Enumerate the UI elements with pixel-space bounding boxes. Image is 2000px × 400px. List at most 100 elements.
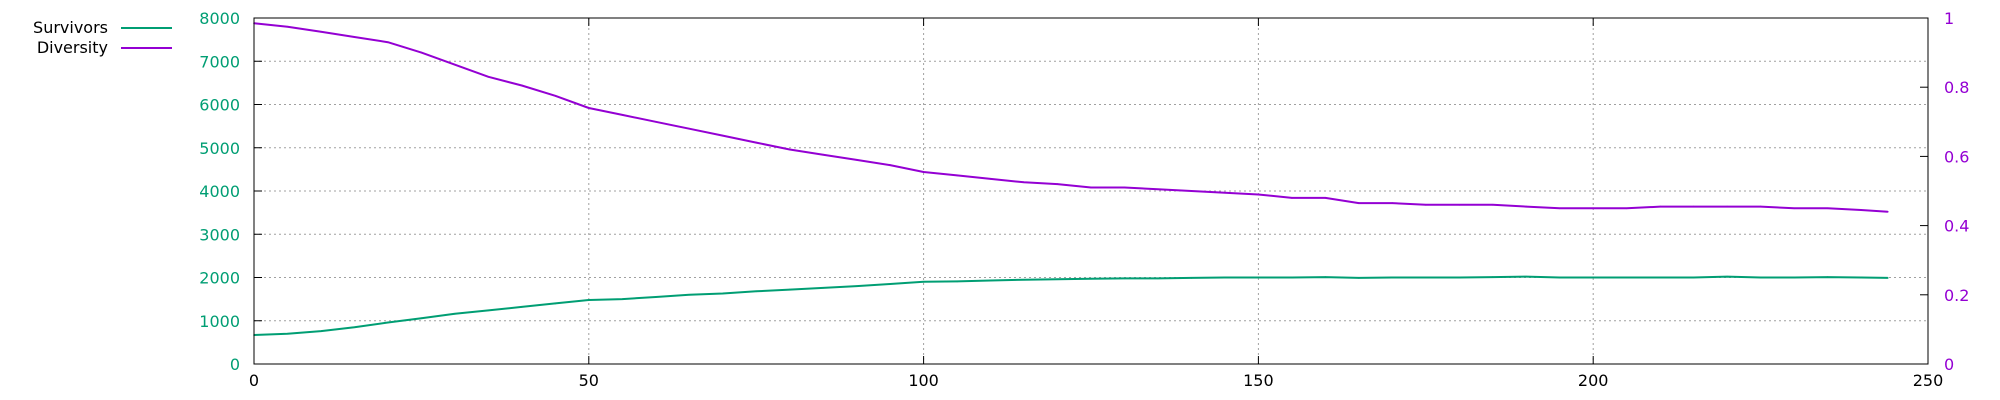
survivors-data-point [855, 285, 858, 287]
survivors-data-point [922, 281, 925, 283]
diversity-data-point [554, 95, 557, 97]
survivors-data-point [654, 296, 657, 298]
survivors-data-point [1358, 277, 1360, 279]
diversity-data-point [788, 148, 791, 151]
diversity-data-point [1558, 207, 1561, 210]
y-right-tick-label: 0.2 [1944, 286, 1969, 305]
survivors-data-point [1887, 277, 1889, 279]
survivors-data-point [1257, 276, 1260, 279]
legend-label-survivors: Survivors [33, 18, 108, 37]
diversity-data-point [1525, 205, 1528, 208]
diversity-data-point [521, 84, 523, 87]
diversity-data-point [855, 159, 858, 161]
survivors-data-point [1692, 276, 1695, 279]
diversity-data-point [1625, 207, 1628, 210]
survivors-data-point [889, 283, 891, 285]
survivors-data-point [1224, 276, 1226, 279]
y-left-tick-label: 3000 [199, 225, 240, 244]
survivors-series-line [253, 275, 1888, 336]
grid-layer [254, 18, 1928, 364]
diversity-data-point [1391, 202, 1394, 204]
survivors-data-point [588, 299, 590, 301]
diversity-data-point [721, 134, 724, 137]
x-tick-label: 150 [1243, 371, 1274, 390]
survivors-data-point [1592, 276, 1594, 279]
survivors-data-point [956, 280, 958, 283]
y-right-tick-label: 0.8 [1944, 78, 1969, 97]
survivors-data-point [286, 332, 289, 335]
diversity-data-point [989, 178, 992, 180]
diversity-data-point [286, 25, 289, 28]
survivors-data-point [1860, 276, 1862, 279]
diversity-data-point [1224, 191, 1226, 194]
survivors-data-point [755, 290, 757, 293]
y-left-tick-label: 8000 [199, 9, 240, 28]
y-right-tick-label: 0.4 [1944, 217, 1969, 236]
x-tick-label: 50 [579, 371, 599, 390]
survivors-data-point [1324, 276, 1327, 278]
y-left-tick-label: 0 [230, 355, 240, 374]
survivors-data-point [454, 313, 456, 315]
diversity-data-point [320, 31, 322, 33]
diversity-data-point [1793, 207, 1795, 210]
diversity-data-point [387, 41, 389, 44]
survivors-data-point [1491, 276, 1494, 278]
diversity-data-point [1190, 190, 1193, 192]
diversity-data-point [1056, 183, 1059, 185]
y-left-tick-label: 1000 [199, 312, 240, 331]
diversity-data-point [755, 141, 757, 144]
survivors-data-point [788, 288, 791, 291]
diversity-data-point [1887, 210, 1889, 213]
diversity-data-point [1458, 204, 1461, 206]
diversity-data-point [822, 153, 824, 156]
axis-layer: 0 50 100 150 200 2500100020003000400050006000… [199, 9, 1969, 390]
y-left-tick-label: 4000 [199, 182, 240, 201]
survivors-data-point [353, 326, 356, 329]
survivors-data-point [1726, 275, 1728, 278]
diversity-data-point [1425, 204, 1427, 206]
survivors-data-point [989, 279, 992, 282]
diversity-data-point [1090, 186, 1092, 189]
diversity-data-point [1358, 202, 1360, 204]
y-left-tick-label: 6000 [199, 96, 240, 115]
y-right-tick-label: 1 [1944, 9, 1954, 28]
x-tick-label: 250 [1913, 371, 1944, 390]
x-tick-label: 100 [908, 371, 939, 390]
diversity-data-point [1659, 205, 1661, 208]
survivors-data-point [420, 317, 423, 319]
diversity-data-point [654, 121, 657, 123]
survivors-data-point [1659, 276, 1661, 279]
diversity-data-point [487, 76, 490, 78]
diversity-data-point [1291, 197, 1293, 199]
survivors-data-point [1291, 276, 1293, 279]
diversity-data-point [688, 127, 691, 130]
survivors-data-point [1458, 276, 1461, 279]
diversity-data-point [1324, 197, 1327, 199]
x-tick-label: 200 [1578, 371, 1609, 390]
diversity-data-point [922, 171, 925, 173]
diversity-data-point [1023, 181, 1025, 184]
survivors-data-point [688, 294, 691, 296]
survivors-data-point [554, 302, 557, 305]
survivors-data-point [487, 309, 490, 312]
diversity-data-point [1860, 209, 1862, 211]
diversity-data-point [956, 174, 958, 177]
y-right-tick-label: 0 [1944, 355, 1954, 374]
diversity-data-point [621, 114, 624, 116]
y-left-tick-label: 5000 [199, 139, 240, 158]
diversity-data-point [1592, 207, 1594, 210]
diversity-data-point [1826, 207, 1829, 210]
survivors-data-point [721, 292, 724, 295]
x-tick-label: 0 [249, 371, 259, 390]
y-left-tick-label: 2000 [199, 269, 240, 288]
survivors-data-point [1190, 277, 1193, 279]
diversity-data-point [1726, 205, 1728, 208]
survivors-data-point [1023, 278, 1025, 281]
survivors-data-point [1525, 275, 1528, 278]
series-layer [253, 22, 1889, 336]
diversity-data-point [1257, 193, 1260, 196]
survivors-data-point [822, 287, 824, 289]
